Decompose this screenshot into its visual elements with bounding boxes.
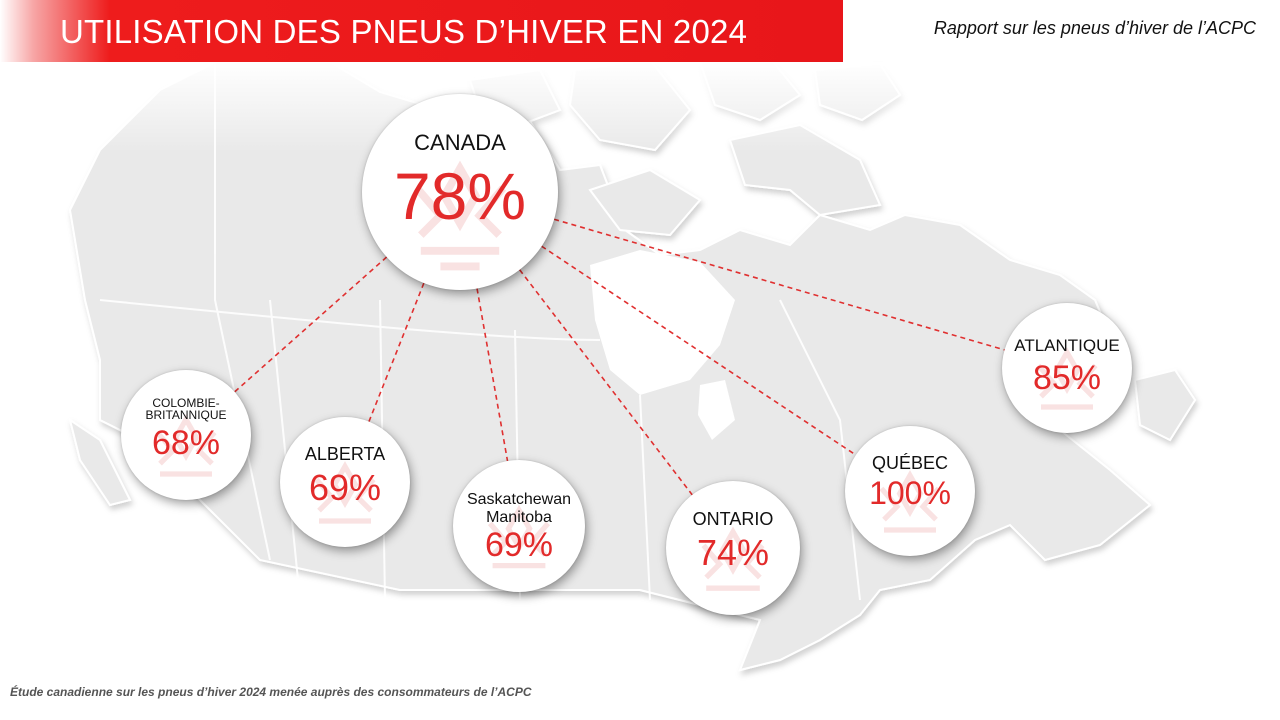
bubble-saskatchewan-manitoba: Saskatchewan Manitoba 69% [453, 460, 585, 592]
region-name-line2: BRITANNIQUE [145, 408, 227, 422]
region-name: CANADA [414, 130, 506, 155]
region-name: ALBERTA [304, 444, 386, 464]
page-title: UTILISATION DES PNEUS D’HIVER EN 2024 [60, 13, 748, 50]
maple-leaf-logo-icon [487, 504, 551, 569]
region-value: 85% [1032, 359, 1102, 397]
region-value: 100% [869, 475, 951, 511]
region-name: Saskatchewan [466, 491, 572, 508]
region-name: QUÉBEC [871, 453, 949, 473]
connector-lines [234, 218, 1005, 496]
connector-line-on [519, 269, 693, 496]
bubble-colombie-britannique: COLOMBIE- BRITANNIQUE 68% [121, 370, 251, 500]
region-name: ONTARIO [692, 509, 774, 529]
arctic-island [588, 168, 702, 237]
region-value: 78% [393, 159, 527, 233]
bubble-canada: CANADA 78% [362, 94, 558, 290]
maple-leaf-logo-icon [701, 526, 765, 591]
maple-leaf-logo-icon [879, 470, 941, 533]
connector-line-at [553, 218, 1005, 351]
bubble-atlantique: ATLANTIQUE 85% [1002, 303, 1132, 433]
source-footnote: Étude canadienne sur les pneus d’hiver 2… [10, 685, 532, 699]
maple-leaf-logo-icon [155, 414, 217, 477]
region-name: ATLANTIQUE [1014, 336, 1120, 355]
maple-leaf-logo-icon [1036, 347, 1098, 410]
bubble-quebec: QUÉBEC 100% [845, 426, 975, 556]
vancouver-island [68, 417, 132, 507]
region-value: 68% [151, 424, 221, 462]
region-name: COLOMBIE- [152, 396, 220, 410]
connector-line-ab [368, 282, 425, 422]
maple-leaf-logo-icon [314, 461, 376, 524]
bubble-ontario: ONTARIO 74% [666, 481, 800, 615]
title-banner: UTILISATION DES PNEUS D’HIVER EN 2024 [0, 0, 843, 62]
region-value: 69% [308, 467, 382, 508]
connector-line-bc [234, 256, 388, 393]
region-value: 74% [696, 532, 770, 573]
region-value: 69% [484, 526, 554, 564]
maple-leaf-logo-icon [413, 160, 507, 271]
connector-line-sk [476, 288, 509, 462]
region-name-line2: Manitoba [486, 509, 552, 526]
newfoundland [1133, 368, 1197, 442]
report-subtitle: Rapport sur les pneus d’hiver de l’ACPC [933, 18, 1256, 38]
bubble-alberta: ALBERTA 69% [280, 417, 410, 547]
